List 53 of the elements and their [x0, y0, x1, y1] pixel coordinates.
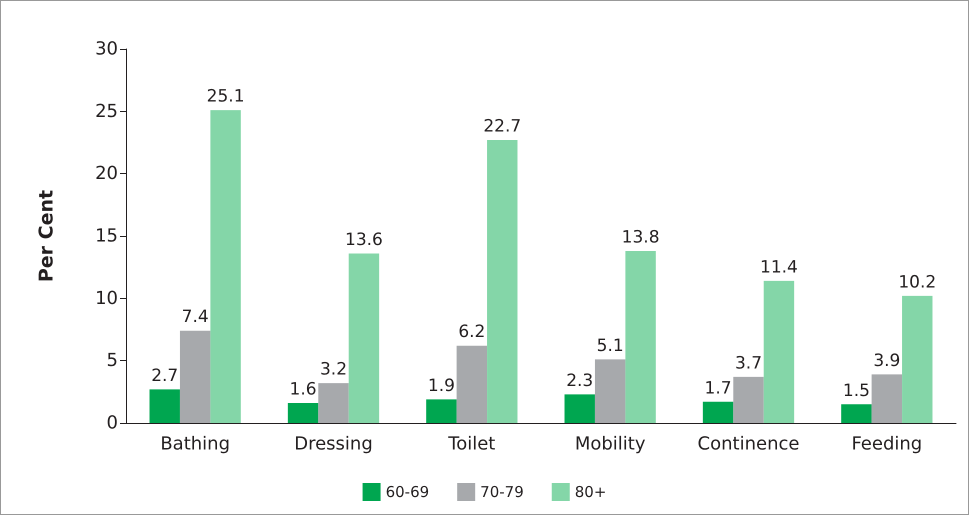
bar — [288, 403, 318, 423]
legend-label: 60-69 — [386, 483, 430, 501]
x-tick-label: Continence — [698, 434, 800, 454]
x-tick-label: Mobility — [574, 434, 646, 454]
bar — [150, 389, 180, 423]
y-tick-label: 0 — [106, 412, 118, 434]
y-tick-label: 10 — [95, 288, 118, 309]
data-label: 5.1 — [596, 336, 624, 356]
bar — [210, 110, 241, 423]
bar — [180, 330, 210, 423]
y-tick-label: 5 — [106, 350, 118, 372]
bar — [841, 404, 872, 423]
data-label: 25.1 — [206, 86, 245, 107]
bar — [456, 346, 488, 423]
y-tick-label: 15 — [95, 226, 118, 246]
x-tick-label: Bathing — [160, 434, 230, 454]
bar — [318, 383, 349, 423]
bar — [733, 376, 764, 423]
bar — [426, 399, 457, 423]
bar — [702, 402, 734, 423]
data-label: 1.5 — [842, 380, 870, 401]
y-tick-label: 25 — [95, 100, 118, 122]
bar — [625, 250, 656, 423]
data-label: 1.9 — [428, 376, 455, 396]
data-label: 6.2 — [458, 322, 486, 342]
data-label: 3.2 — [320, 360, 348, 380]
bar — [564, 394, 595, 423]
bar — [348, 253, 380, 423]
data-label: 13.6 — [345, 230, 383, 250]
data-label: 13.8 — [622, 227, 660, 248]
bar — [594, 359, 626, 423]
data-label: 2.7 — [151, 366, 178, 386]
data-label: 1.7 — [704, 378, 732, 398]
data-label: 22.7 — [483, 116, 522, 137]
bar — [487, 140, 518, 423]
y-axis-title: Per Cent — [36, 190, 58, 282]
data-label: 3.7 — [734, 353, 762, 374]
bar — [764, 280, 794, 423]
data-label: 2.3 — [566, 370, 594, 391]
y-tick-label: 20 — [95, 163, 118, 184]
x-tick-label: Feeding — [851, 434, 922, 454]
legend-label: 80+ — [574, 483, 606, 501]
data-label: 7.4 — [182, 307, 209, 328]
data-label: 3.9 — [873, 350, 900, 371]
x-tick-label: Toilet — [447, 434, 496, 454]
bar — [902, 296, 932, 423]
x-tick-label: Dressing — [294, 434, 373, 454]
data-label: 1.6 — [290, 380, 317, 400]
y-tick-label: 30 — [95, 38, 118, 60]
bar — [872, 374, 902, 423]
data-label: 11.4 — [760, 257, 798, 278]
legend-label: 70-79 — [480, 483, 524, 501]
data-label: 10.2 — [898, 272, 936, 292]
